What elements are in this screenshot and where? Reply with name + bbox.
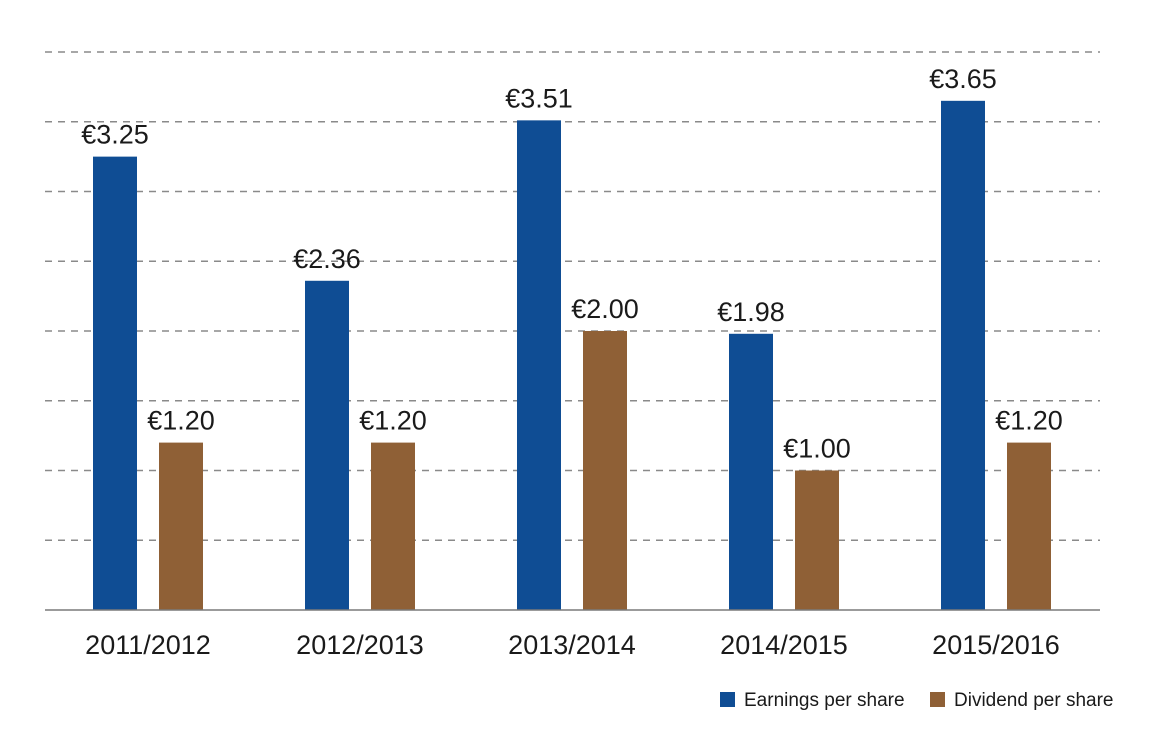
value-label-earnings-4: €3.65 [929,64,997,94]
bar-earnings-1 [305,280,349,610]
bar-earnings-3 [729,333,773,610]
category-label-0: 2011/2012 [85,630,211,660]
bar-earnings-4 [941,100,985,610]
bar-earnings-2 [517,120,561,610]
category-label-3: 2014/2015 [720,630,848,660]
legend-label-earnings: Earnings per share [744,690,905,711]
value-label-dividend-4: €1.20 [995,406,1063,436]
legend-swatch-earnings [720,692,735,707]
legend-label-dividend: Dividend per share [954,690,1113,711]
bar-earnings-0 [93,156,137,610]
gridlines [45,51,1100,541]
value-label-dividend-0: €1.20 [147,406,215,436]
value-label-earnings-3: €1.98 [717,297,785,327]
bar-dividend-1 [371,442,415,610]
value-label-earnings-2: €3.51 [505,83,573,113]
category-labels: 2011/2012 2012/2013 2013/2014 2014/2015 2015… [85,630,1060,660]
bar-dividend-4 [1007,442,1051,610]
category-label-4: 2015/2016 [932,630,1060,660]
bars [93,100,1051,610]
bar-dividend-3 [795,470,839,610]
value-labels: €3.25 €1.20 €2.36 €1.20 €3.51 €2.00 €1.98 €1.00… [81,64,1063,464]
legend: Earnings per share Dividend per share [720,690,1113,711]
bar-dividend-2 [583,331,627,610]
bar-dividend-0 [159,442,203,610]
value-label-dividend-2: €2.00 [571,294,639,324]
value-label-earnings-0: €3.25 [81,120,149,150]
value-label-earnings-1: €2.36 [293,244,361,274]
value-label-dividend-3: €1.00 [783,434,851,464]
legend-swatch-dividend [930,692,945,707]
category-label-1: 2012/2013 [296,630,424,660]
value-label-dividend-1: €1.20 [359,406,427,436]
category-label-2: 2013/2014 [508,630,636,660]
